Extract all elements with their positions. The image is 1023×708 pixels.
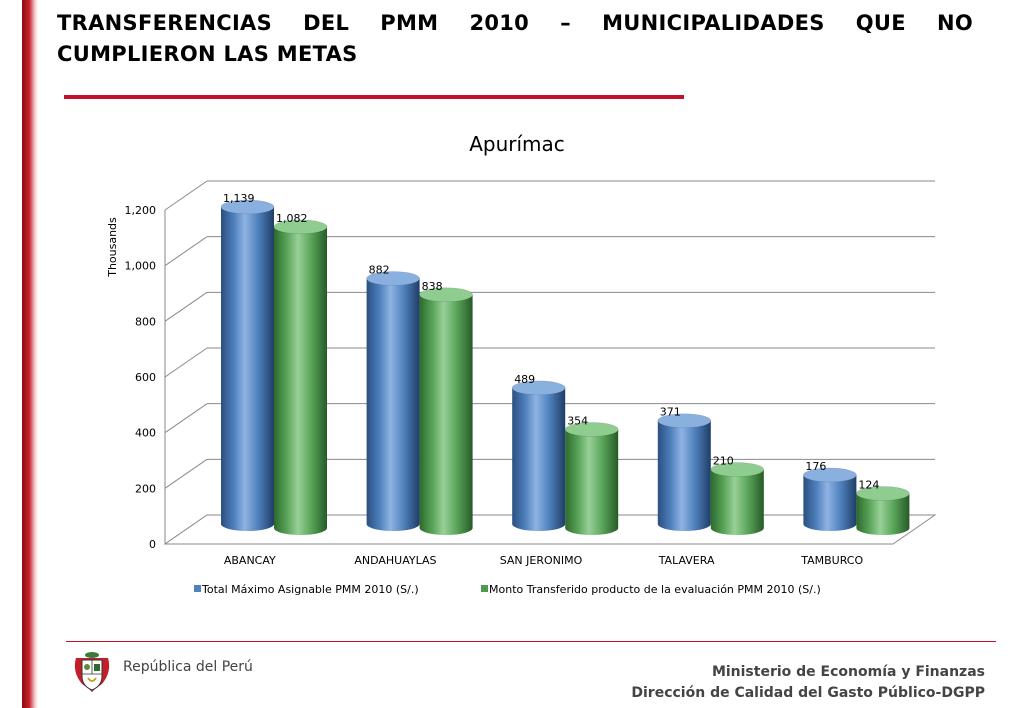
- grid-diagonal: [164, 180, 208, 211]
- data-label: 838: [422, 280, 443, 293]
- data-label: 882: [369, 264, 390, 277]
- bar-transferido: [856, 493, 910, 535]
- x-category-label: TALAVERA: [658, 554, 715, 567]
- bar-top-cap: [419, 287, 473, 303]
- directorate-label: Dirección de Calidad del Gasto Público-D…: [631, 685, 985, 701]
- footer-divider: [66, 641, 996, 642]
- bar-max-asignable: [803, 475, 857, 531]
- title-underline: [64, 95, 684, 99]
- grid-diagonal: [164, 403, 208, 434]
- data-label: 489: [514, 373, 535, 386]
- data-label: 371: [660, 406, 681, 419]
- data-label: 210: [713, 455, 734, 468]
- ministry-label: Ministerio de Economía y Finanzas: [711, 664, 985, 680]
- x-category-label: TAMBURCO: [800, 554, 863, 567]
- data-label: 354: [567, 414, 588, 427]
- legend-swatch: [481, 585, 488, 592]
- chart-title: Apurímac: [469, 132, 565, 156]
- bar-top-cap: [220, 199, 275, 215]
- bar-max-asignable: [657, 420, 711, 531]
- y-tick-label: 600: [135, 371, 156, 384]
- data-label: 1,139: [223, 192, 255, 205]
- x-category-label: ABANCAY: [224, 554, 276, 567]
- legend-label: Total Máximo Asignable PMM 2010 (S/.): [201, 583, 419, 596]
- y-tick-label: 1,000: [125, 260, 157, 273]
- bar-top-cap: [511, 380, 566, 396]
- data-label: 176: [805, 460, 826, 473]
- bar-top-cap: [564, 422, 619, 437]
- legend-label: Monto Transferido producto de la evaluac…: [489, 583, 821, 596]
- left-accent-bar: [22, 0, 38, 708]
- bar-top-cap: [856, 486, 910, 501]
- data-label: 124: [858, 478, 879, 491]
- bar-top-cap: [803, 467, 857, 483]
- data-label: 1,082: [276, 212, 308, 225]
- peru-coat-of-arms-icon: [74, 652, 110, 692]
- y-axis-label: Thousands: [106, 217, 119, 278]
- bar-max-asignable: [366, 278, 420, 531]
- x-category-label: SAN JERONIMO: [500, 554, 583, 567]
- grid-diagonal: [164, 347, 208, 378]
- bar-top-cap: [366, 271, 420, 286]
- legend-swatch: [194, 585, 201, 592]
- y-tick-label: 200: [135, 482, 156, 495]
- x-category-label: ANDAHUAYLAS: [354, 554, 436, 567]
- grid-diagonal: [164, 291, 208, 322]
- bar-transferido: [565, 429, 619, 535]
- bar-transferido: [419, 294, 473, 535]
- bar-top-cap: [657, 413, 712, 429]
- y-tick-label: 800: [135, 315, 156, 328]
- slide-title: TRANSFERENCIAS DEL PMM 2010 – MUNICIPALI…: [57, 11, 973, 66]
- grid-diagonal: [164, 236, 208, 267]
- bar-transferido: [274, 226, 327, 536]
- bar-max-asignable: [512, 387, 566, 531]
- bar-max-asignable: [221, 206, 274, 531]
- bar-transferido: [710, 469, 764, 535]
- bar-top-cap: [273, 219, 328, 235]
- republic-label: República del Perú: [123, 659, 253, 675]
- y-tick-label: 1,200: [125, 204, 157, 217]
- grid-diagonal: [164, 458, 208, 489]
- bar-top-cap: [710, 462, 765, 477]
- y-tick-label: 0: [149, 538, 156, 551]
- y-tick-label: 400: [135, 427, 156, 440]
